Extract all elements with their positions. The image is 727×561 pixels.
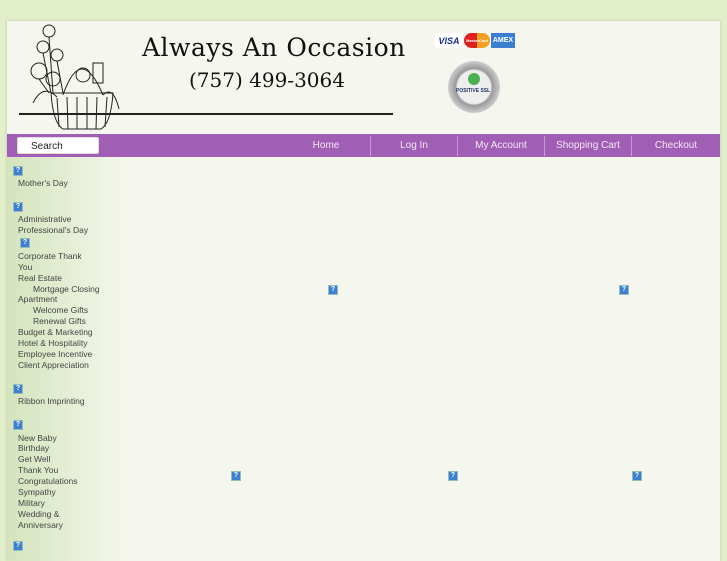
nav-checkout[interactable]: Checkout: [654, 140, 698, 151]
visa-icon: VISA: [435, 33, 463, 48]
sidebar-link[interactable]: You: [18, 262, 33, 272]
sidebar-link[interactable]: Wedding &: [18, 509, 60, 519]
mastercard-icon: MasterCard: [464, 33, 490, 48]
sidebar-link[interactable]: Professional's Day: [18, 225, 89, 235]
header-divider: [19, 113, 393, 115]
sidebar-link[interactable]: Congratulations: [18, 476, 78, 486]
sidebar-link[interactable]: Real Estate: [18, 273, 62, 283]
category-image-icon[interactable]: ?: [20, 238, 30, 248]
nav-divider: [631, 136, 632, 156]
phone-number: (757) 499-3064: [189, 68, 345, 92]
sidebar-link[interactable]: Mortgage Closing: [33, 284, 100, 294]
sidebar-link[interactable]: Administrative: [18, 214, 72, 224]
search-button[interactable]: Search: [17, 137, 99, 154]
sidebar-link[interactable]: Apartment: [18, 294, 58, 304]
category-image-icon[interactable]: ?: [13, 202, 23, 212]
site-title: Always An Occasion: [142, 33, 406, 62]
category-image-icon[interactable]: ?: [13, 420, 23, 430]
sidebar-link[interactable]: Client Appreciation: [18, 360, 89, 370]
broken-image-icon[interactable]: ?: [448, 471, 458, 481]
sidebar: [7, 157, 122, 561]
category-image-icon[interactable]: ?: [13, 541, 23, 551]
ssl-seal-icon[interactable]: POSITIVE SSL: [448, 61, 500, 113]
sidebar-link[interactable]: Thank You: [18, 465, 59, 475]
amex-icon: AMEX: [491, 33, 515, 48]
sidebar-link[interactable]: Birthday: [18, 443, 50, 453]
sidebar-link[interactable]: Sympathy: [18, 487, 56, 497]
sidebar-link[interactable]: Renewal Gifts: [33, 316, 86, 326]
sidebar-link[interactable]: Get Well: [18, 454, 51, 464]
sidebar-link[interactable]: Hotel & Hospitality: [18, 338, 88, 348]
broken-image-icon[interactable]: ?: [328, 285, 338, 295]
category-image-icon[interactable]: ?: [13, 384, 23, 394]
sidebar-link[interactable]: Military: [18, 498, 45, 508]
payment-cards: VISA MasterCard AMEX: [435, 33, 515, 48]
nav-divider: [370, 136, 371, 156]
broken-image-icon[interactable]: ?: [231, 471, 241, 481]
header: Always An Occasion (757) 499-3064 VISA M…: [7, 21, 720, 134]
sidebar-link[interactable]: Budget & Marketing: [18, 327, 93, 337]
sidebar-link[interactable]: Anniversary: [18, 520, 63, 530]
sidebar-link[interactable]: New Baby: [18, 433, 57, 443]
sidebar-link[interactable]: Mother's Day: [18, 178, 68, 188]
page-container: Always An Occasion (757) 499-3064 VISA M…: [7, 21, 720, 561]
nav-bar: Search Home Log In My Account Shopping C…: [7, 134, 720, 157]
broken-image-icon[interactable]: ?: [632, 471, 642, 481]
nav-home[interactable]: Home: [312, 140, 340, 151]
sidebar-link[interactable]: Corporate Thank: [18, 251, 82, 261]
sidebar-link[interactable]: Welcome Gifts: [33, 305, 89, 315]
nav-divider: [457, 136, 458, 156]
sidebar-link[interactable]: Employee Incentive: [18, 349, 93, 359]
broken-image-icon[interactable]: ?: [619, 285, 629, 295]
nav-divider: [544, 136, 545, 156]
nav-my-account[interactable]: My Account: [475, 140, 527, 151]
nav-log-in[interactable]: Log In: [400, 140, 428, 151]
nav-shopping-cart[interactable]: Shopping Cart: [556, 140, 620, 151]
sidebar-link[interactable]: Ribbon Imprinting: [18, 396, 85, 406]
category-image-icon[interactable]: ?: [13, 166, 23, 176]
